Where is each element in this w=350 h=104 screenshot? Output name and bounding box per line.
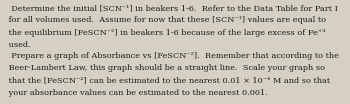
Text: Determine the initial [SCN⁻¹] in beakers 1-6.  Refer to the Data Table for Part : Determine the initial [SCN⁻¹] in beakers… — [6, 4, 338, 12]
Text: that the [FeSCN⁻²] can be estimated to the nearest 0.01 × 10⁻⁴ M and so that: that the [FeSCN⁻²] can be estimated to t… — [6, 77, 330, 85]
Text: the equilibrium [FeSCN⁻²] in beakers 1-6 because of the large excess of Fe⁺³: the equilibrium [FeSCN⁻²] in beakers 1-6… — [6, 29, 326, 37]
Text: Beer-Lambert Law, this graph should be a straight line.  Scale your graph so: Beer-Lambert Law, this graph should be a… — [6, 64, 325, 72]
Text: for all volumes used.  Assume for now that these [SCN⁻¹] values are equal to: for all volumes used. Assume for now tha… — [6, 16, 326, 24]
Text: Prepare a graph of Absorbance vs [FeSCN⁻²].  Remember that according to the: Prepare a graph of Absorbance vs [FeSCN⁻… — [6, 52, 339, 60]
Text: your absorbance values can be estimated to the nearest 0.001.: your absorbance values can be estimated … — [6, 89, 268, 97]
Text: used.: used. — [6, 41, 31, 49]
